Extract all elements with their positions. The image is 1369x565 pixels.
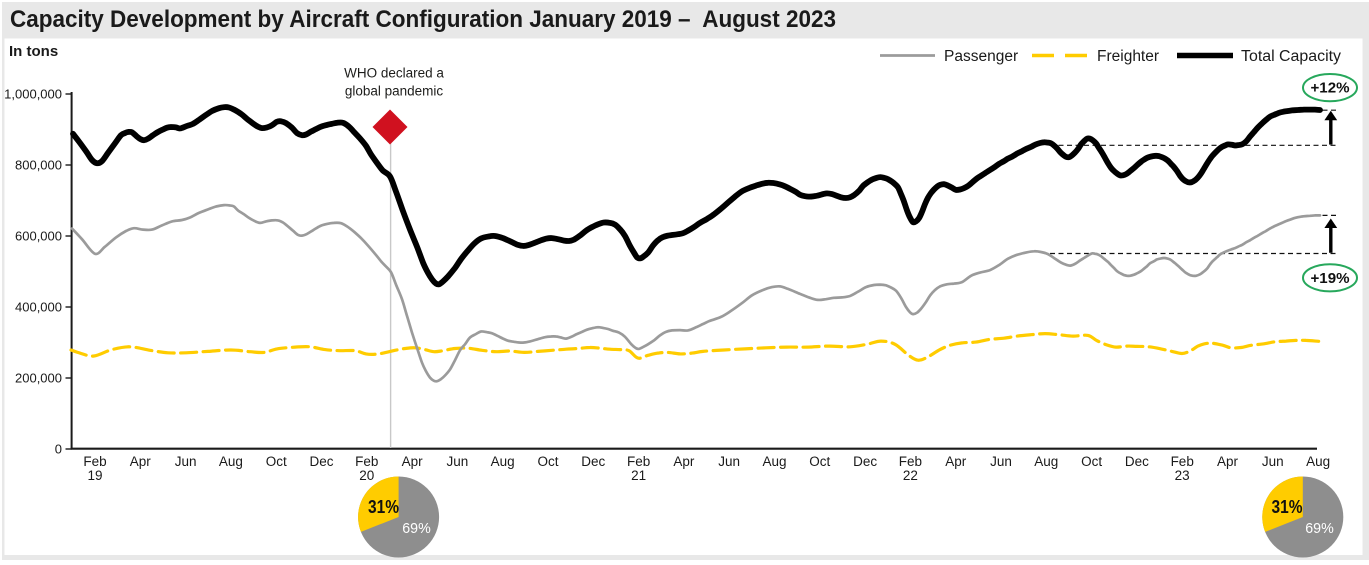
svg-text:Oct: Oct <box>1081 454 1102 469</box>
svg-text:31%: 31% <box>1272 497 1303 517</box>
svg-text:Jun: Jun <box>990 454 1012 469</box>
svg-text:Aug: Aug <box>762 454 786 469</box>
svg-text:Oct: Oct <box>266 454 287 469</box>
svg-text:Aug: Aug <box>1034 454 1058 469</box>
svg-text:Aug: Aug <box>491 454 515 469</box>
svg-text:23: 23 <box>1175 468 1190 483</box>
svg-text:800,000: 800,000 <box>15 158 62 173</box>
svg-text:Total Capacity: Total Capacity <box>1241 48 1341 65</box>
svg-text:+12%: +12% <box>1311 80 1350 97</box>
svg-text:Dec: Dec <box>853 454 877 469</box>
svg-text:Oct: Oct <box>537 454 558 469</box>
svg-text:Feb: Feb <box>83 454 106 469</box>
svg-text:Aug: Aug <box>219 454 243 469</box>
svg-text:69%: 69% <box>402 520 431 537</box>
svg-text:In tons: In tons <box>9 43 58 60</box>
svg-text:Feb: Feb <box>899 454 922 469</box>
svg-text:Passenger: Passenger <box>944 48 1018 65</box>
svg-text:Apr: Apr <box>130 454 152 469</box>
svg-text:+19%: +19% <box>1311 270 1350 287</box>
svg-text:69%: 69% <box>1305 520 1334 537</box>
svg-text:WHO declared a: WHO declared a <box>344 66 444 81</box>
svg-text:Feb: Feb <box>355 454 378 469</box>
svg-text:Apr: Apr <box>673 454 695 469</box>
svg-text:Jun: Jun <box>718 454 740 469</box>
svg-text:Feb: Feb <box>1171 454 1194 469</box>
svg-text:Aug: Aug <box>1306 454 1330 469</box>
svg-text:Freighter: Freighter <box>1097 48 1159 65</box>
svg-text:0: 0 <box>55 442 62 457</box>
svg-text:Oct: Oct <box>809 454 830 469</box>
svg-text:600,000: 600,000 <box>15 229 62 244</box>
svg-text:21: 21 <box>631 468 646 483</box>
svg-text:20: 20 <box>359 468 374 483</box>
svg-text:Jun: Jun <box>1262 454 1284 469</box>
svg-text:Dec: Dec <box>1125 454 1149 469</box>
svg-text:Jun: Jun <box>447 454 469 469</box>
svg-text:Apr: Apr <box>1217 454 1239 469</box>
svg-text:Apr: Apr <box>945 454 967 469</box>
svg-text:Feb: Feb <box>627 454 650 469</box>
svg-text:31%: 31% <box>368 497 399 517</box>
svg-text:Capacity Development by Aircra: Capacity Development by Aircraft Configu… <box>10 6 836 33</box>
svg-text:Apr: Apr <box>402 454 424 469</box>
svg-text:19: 19 <box>87 468 102 483</box>
svg-text:Dec: Dec <box>581 454 605 469</box>
svg-text:Dec: Dec <box>309 454 333 469</box>
svg-text:Jun: Jun <box>175 454 197 469</box>
svg-text:200,000: 200,000 <box>15 371 62 386</box>
svg-text:global pandemic: global pandemic <box>345 84 444 99</box>
svg-text:1,000,000: 1,000,000 <box>4 87 62 102</box>
svg-text:22: 22 <box>903 468 918 483</box>
svg-text:400,000: 400,000 <box>15 300 62 315</box>
